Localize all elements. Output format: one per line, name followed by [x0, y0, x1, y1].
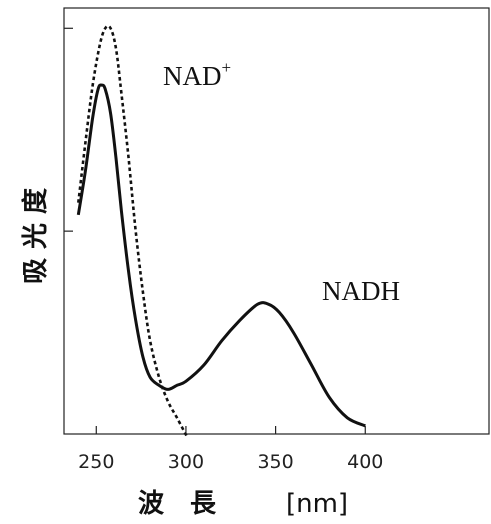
tick-labels: 250 300 350 400: [78, 451, 383, 473]
series-lines: [76, 24, 366, 439]
plot-frame: [63, 7, 490, 435]
x-axis-title: 波 長: [138, 489, 217, 519]
axes: [63, 7, 490, 435]
nadh-label: NADH: [322, 276, 400, 306]
nad-plus-label: NAD+: [163, 58, 231, 91]
x-axis-unit: [nm]: [286, 489, 348, 519]
x-tick-label: 300: [168, 451, 204, 473]
x-tick-label: 400: [347, 451, 383, 473]
series-labels: NAD+ NADH: [163, 58, 400, 306]
x-tick-label: 250: [78, 451, 114, 473]
nad-plus-curve: [77, 24, 189, 439]
x-tick-label: 350: [257, 451, 293, 473]
y-axis-title: 吸 光 度: [20, 188, 51, 284]
nadh-curve: [76, 83, 366, 428]
